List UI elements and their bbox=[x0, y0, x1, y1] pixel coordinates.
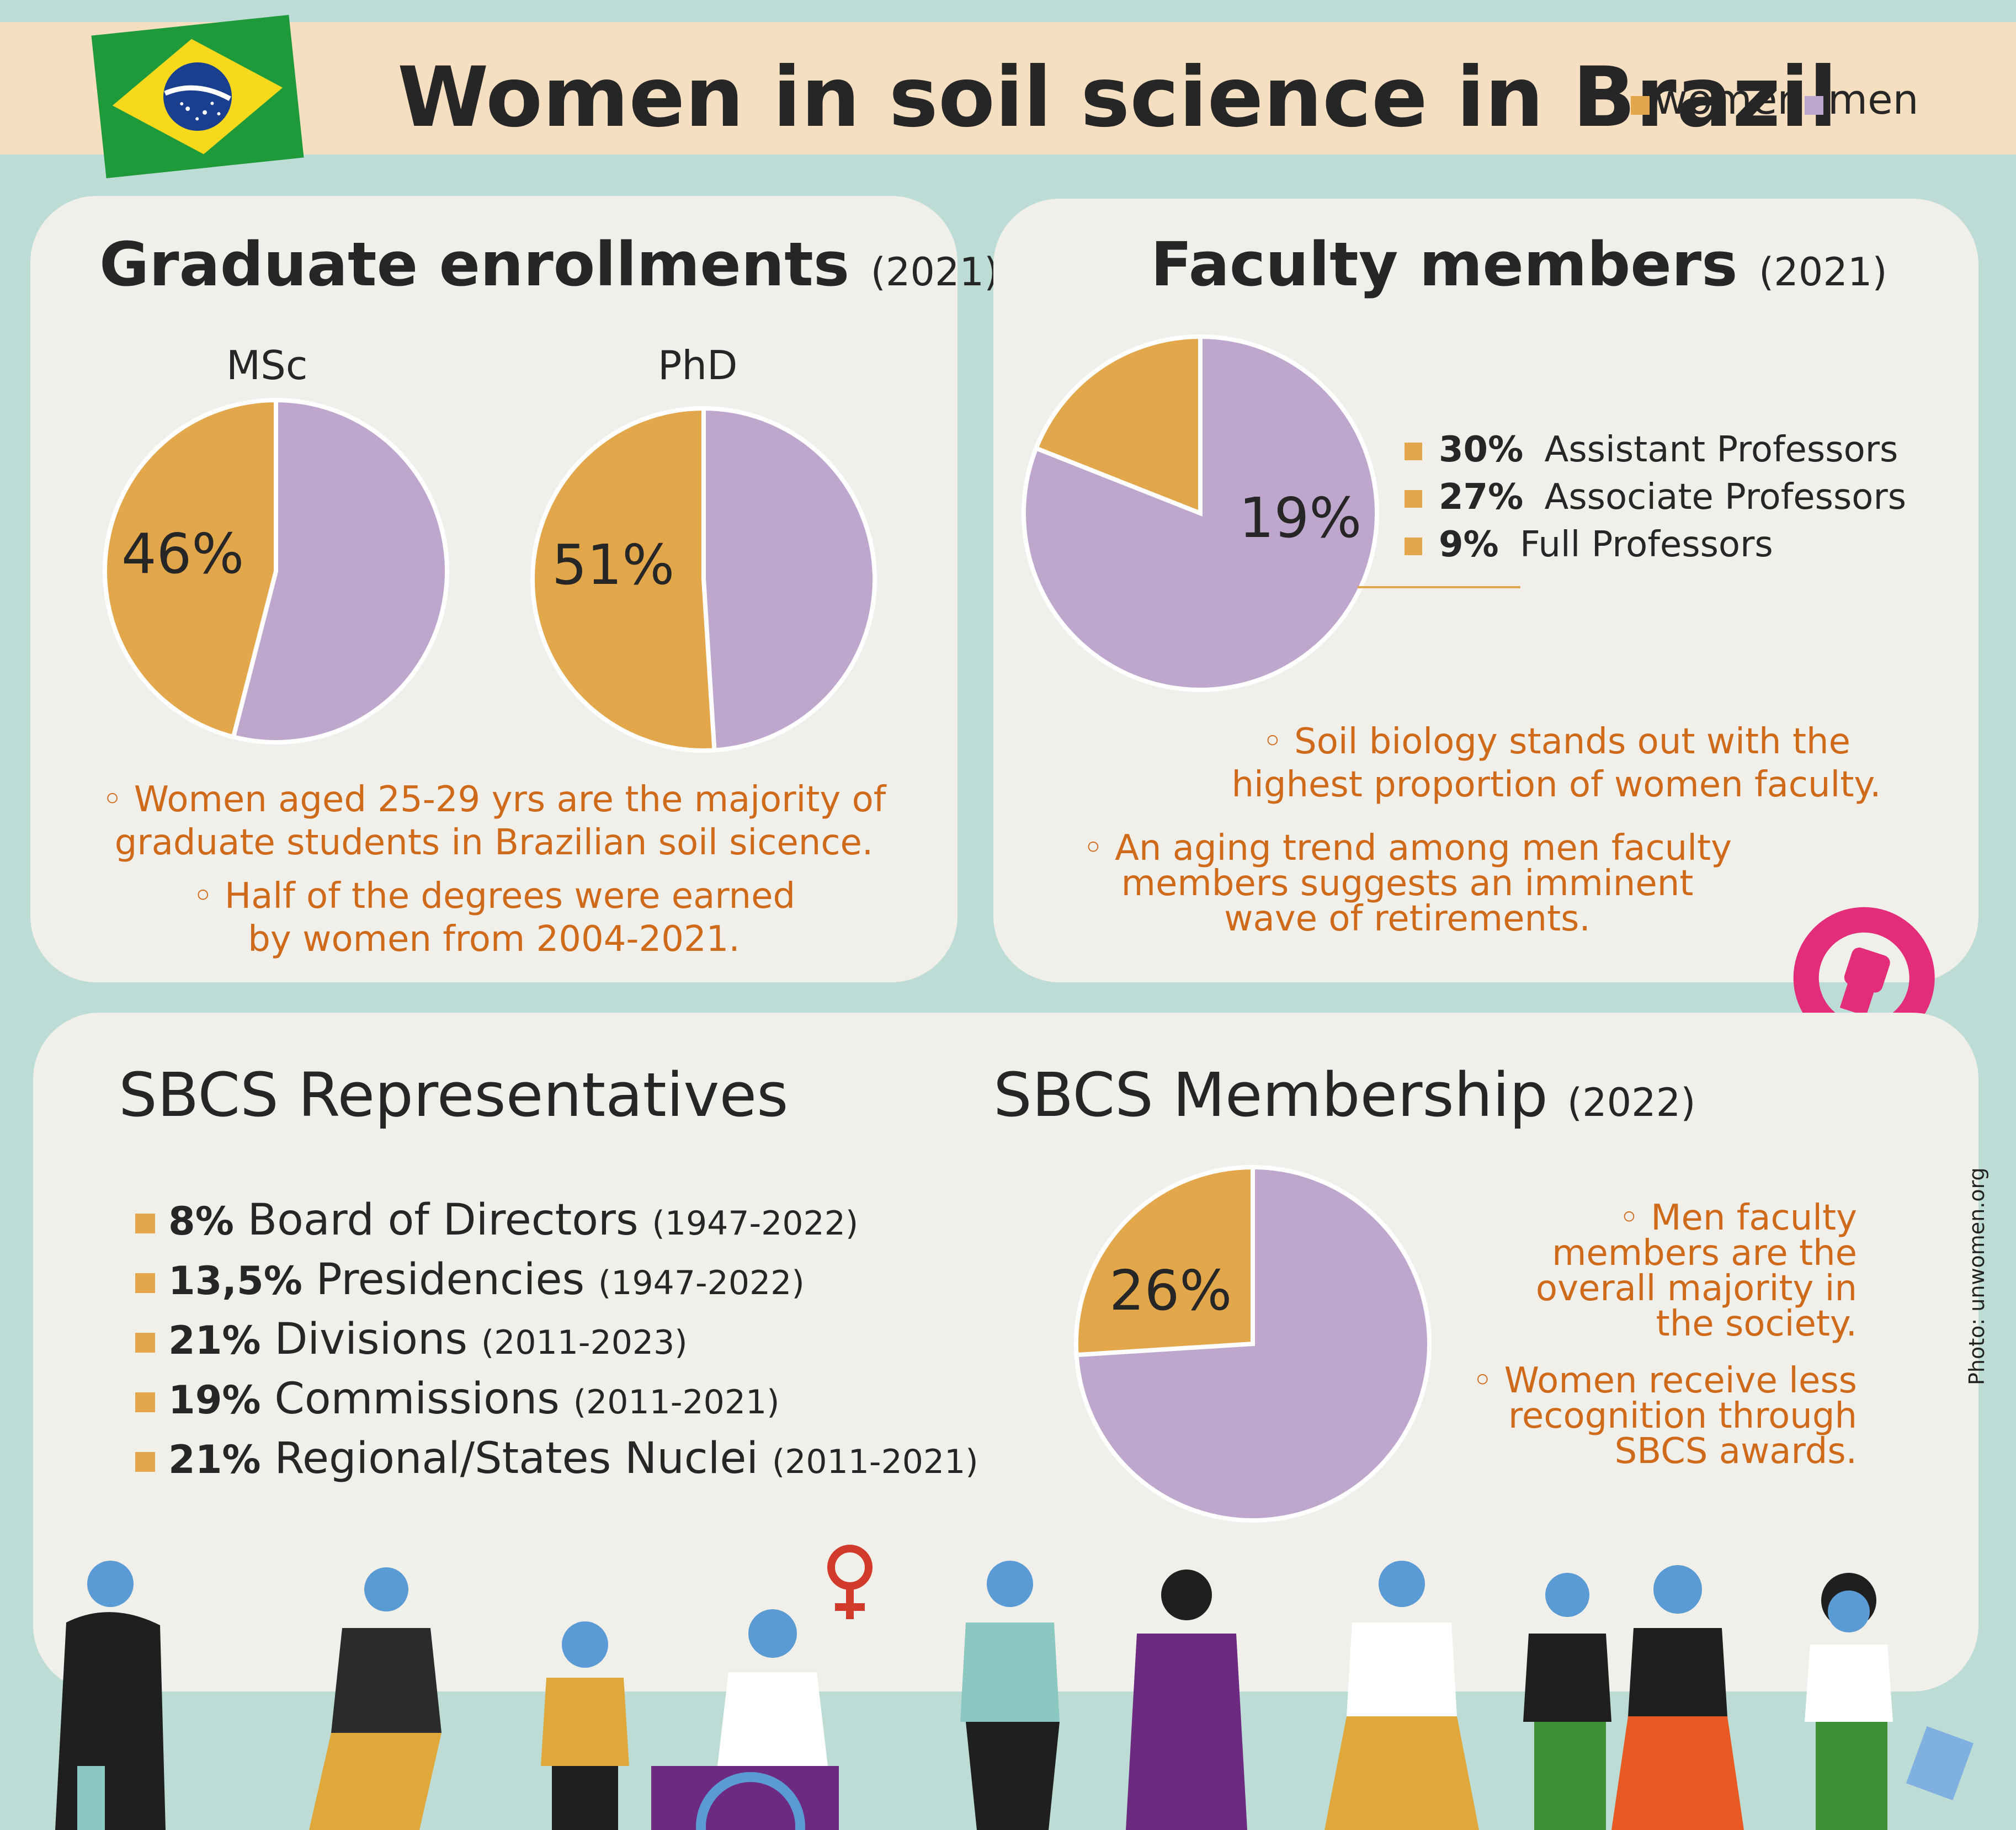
photo-credit: Photo: unwomen.org bbox=[1965, 1167, 1989, 1385]
person-1 bbox=[55, 1561, 166, 1830]
breakdown-item: 30% Assistant Professors bbox=[1405, 422, 1906, 477]
legend-women: women bbox=[1631, 76, 1803, 124]
bullet-icon bbox=[135, 1273, 155, 1293]
graduate-note-1: ◦ Women aged 25-29 yrs are the majority … bbox=[102, 779, 886, 863]
bullet-icon bbox=[135, 1333, 155, 1353]
graduate-title: Graduate enrollments (2021) bbox=[99, 229, 999, 300]
list-item: 21% Regional/States Nuclei (2011-2021) bbox=[135, 1430, 978, 1490]
membership-note-2: ◦ Women receive less recognition through… bbox=[1472, 1360, 1857, 1472]
phd-pct-label: 51% bbox=[552, 533, 675, 597]
faculty-breakdown: 30% Assistant Professors 27% Associate P… bbox=[1405, 422, 1906, 572]
women-swatch bbox=[1631, 96, 1650, 115]
list-item: 21% Divisions (2011-2023) bbox=[135, 1311, 978, 1371]
person-2 bbox=[309, 1567, 442, 1830]
faculty-pct-label: 19% bbox=[1239, 486, 1362, 550]
bullet-icon bbox=[135, 1392, 155, 1412]
people-illustration bbox=[55, 1545, 1974, 1830]
representatives-title: SBCS Representatives bbox=[119, 1060, 789, 1130]
msc-label: MSc bbox=[226, 342, 308, 389]
pie-slice-men bbox=[701, 406, 877, 753]
graduate-note-2: ◦ Half of the degrees were earned by wom… bbox=[192, 876, 796, 960]
person-10 bbox=[1805, 1573, 1974, 1830]
membership-pct-label: 26% bbox=[1109, 1258, 1232, 1323]
faculty-note-2: ◦ An aging trend among men faculty membe… bbox=[1083, 828, 1732, 939]
bullet-icon bbox=[1405, 443, 1422, 460]
phd-pie bbox=[530, 406, 877, 753]
bullet-icon bbox=[1405, 490, 1422, 508]
faculty-leader-line bbox=[1358, 586, 1520, 588]
page-title: Women in soil science in Brazil bbox=[397, 50, 1838, 146]
membership-note-1: ◦ Men faculty members are the overall ma… bbox=[1535, 1198, 1857, 1344]
person-6 bbox=[1126, 1570, 1247, 1830]
bullet-icon bbox=[1405, 538, 1422, 555]
bullet-icon bbox=[135, 1452, 155, 1472]
brazil-flag-icon bbox=[91, 14, 304, 179]
pie-slice-women bbox=[1074, 1164, 1255, 1358]
person-8 bbox=[1523, 1573, 1611, 1830]
breakdown-item: 9% Full Professors bbox=[1405, 517, 1906, 572]
membership-title: SBCS Membership (2022) bbox=[993, 1060, 1696, 1130]
faculty-pie bbox=[1022, 334, 1379, 692]
title-banner bbox=[0, 22, 2016, 155]
phd-label: PhD bbox=[658, 342, 738, 389]
list-item: 8% Board of Directors (1947-2022) bbox=[135, 1192, 978, 1252]
person-7 bbox=[1325, 1561, 1479, 1830]
person-4 bbox=[651, 1609, 839, 1830]
faculty-note-1: ◦ Soil biology stands out with the highe… bbox=[1231, 721, 1881, 805]
pie-slice-women bbox=[530, 406, 717, 753]
pie-slice-men bbox=[231, 397, 449, 744]
list-item: 19% Commissions (2011-2021) bbox=[135, 1371, 978, 1430]
msc-pct-label: 46% bbox=[121, 522, 244, 586]
pie-slice-women bbox=[103, 397, 278, 740]
men-swatch bbox=[1805, 96, 1823, 115]
representatives-list: 8% Board of Directors (1947-2022) 13,5% … bbox=[135, 1192, 978, 1490]
breakdown-item: 27% Associate Professors bbox=[1405, 470, 1906, 525]
person-9 bbox=[1611, 1565, 1744, 1830]
gender-equality-icon bbox=[827, 1545, 873, 1619]
faculty-title: Faculty members (2021) bbox=[1151, 229, 1887, 300]
membership-pie bbox=[1074, 1164, 1432, 1523]
legend-men: men bbox=[1805, 76, 1919, 124]
msc-pie bbox=[103, 397, 449, 744]
pie-slice-women bbox=[1033, 334, 1203, 517]
person-5 bbox=[960, 1561, 1060, 1830]
bullet-icon bbox=[135, 1214, 155, 1233]
list-item: 13,5% Presidencies (1947-2022) bbox=[135, 1252, 978, 1311]
person-3 bbox=[541, 1621, 629, 1830]
